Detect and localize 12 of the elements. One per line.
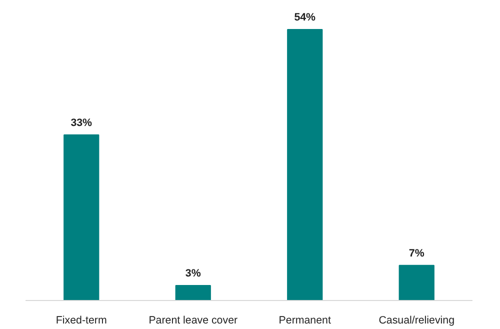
x-tick-label: Permanent	[278, 314, 331, 326]
data-label: 7%	[408, 247, 425, 260]
x-tick-label: Fixed-term	[56, 314, 107, 326]
bar	[398, 264, 434, 300]
x-tick-label: Casual/relieving	[378, 314, 455, 326]
bar	[287, 28, 323, 300]
bar	[64, 134, 100, 300]
bar	[175, 284, 211, 300]
data-label: 3%	[185, 267, 202, 280]
x-tick-label: Parent leave cover	[148, 314, 238, 326]
data-label: 33%	[70, 116, 93, 129]
data-label: 54%	[294, 11, 316, 24]
